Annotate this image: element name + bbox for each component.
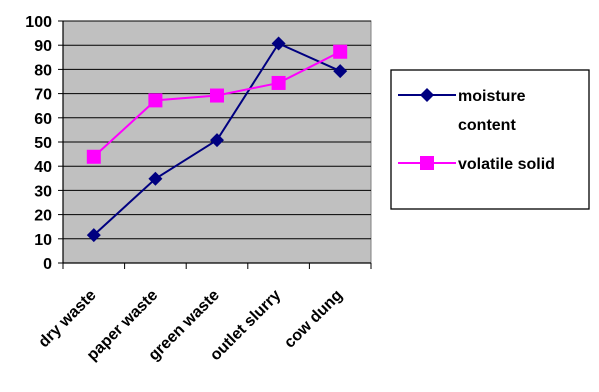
y-axis-tick-labels: 0 10 20 30 40 50 60 70 80 90 100: [25, 14, 52, 273]
data-point-moisture-content: [271, 36, 286, 51]
y-tick-label: 40: [34, 159, 52, 176]
data-point-volatile-solid: [148, 93, 163, 108]
data-point-moisture-content: [148, 171, 163, 186]
legend-marker-volatile: [420, 156, 434, 170]
axes: [58, 20, 372, 269]
legend-label-moisture-line2: content: [458, 117, 516, 134]
gridlines: [63, 20, 371, 240]
legend-label-moisture-line1: moisture: [458, 88, 526, 105]
data-point-moisture-content: [210, 133, 224, 148]
y-tick-label: 60: [34, 111, 52, 128]
x-tick-label: cow dung: [281, 287, 346, 352]
y-tick-label: 50: [34, 135, 52, 152]
y-tick-label: 10: [34, 232, 52, 249]
y-tick-label: 80: [34, 62, 52, 79]
data-point-moisture-content: [333, 64, 348, 79]
y-tick-label: 90: [34, 38, 52, 55]
legend: moisture content volatile solid: [390, 69, 590, 210]
y-tick-label: 100: [25, 14, 52, 31]
y-tick-label: 30: [34, 183, 52, 200]
series-layer: [86, 36, 348, 243]
legend-label-volatile: volatile solid: [458, 156, 555, 173]
data-point-moisture-content: [86, 228, 101, 243]
data-point-volatile-solid: [333, 44, 348, 59]
data-point-volatile-solid: [86, 149, 101, 164]
legend-marker-moisture: [420, 88, 434, 102]
y-tick-label: 0: [43, 256, 52, 273]
data-point-volatile-solid: [210, 88, 224, 103]
y-tick-label: 20: [34, 208, 52, 225]
y-tick-label: 70: [34, 87, 52, 104]
data-point-volatile-solid: [271, 75, 286, 90]
x-tick-label: dry waste: [35, 287, 99, 351]
